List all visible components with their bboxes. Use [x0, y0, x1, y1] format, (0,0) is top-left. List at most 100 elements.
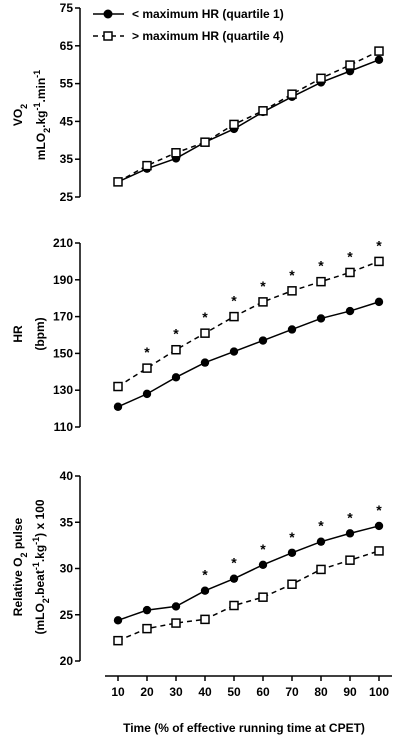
y-tick-label: 55	[60, 77, 74, 91]
significance-star: *	[202, 309, 208, 325]
y-tick-label: 40	[60, 469, 74, 483]
point-q4	[345, 60, 355, 70]
series-line-q1	[117, 59, 380, 183]
y-tick-label: 130	[53, 383, 73, 397]
point-q4	[374, 546, 384, 556]
significance-star: *	[376, 502, 382, 518]
legend: < maximum HR (quartile 1) > maximum HR (…	[93, 7, 284, 43]
point-q4	[258, 106, 268, 116]
ylabel-o2-pulse: Relative O2 pulse (mLO2.beat-1.kg-1) x 1…	[11, 499, 51, 634]
x-tick-label: 30	[169, 685, 183, 699]
significance-star: *	[260, 278, 266, 294]
x-tick-label: 100	[369, 685, 389, 699]
point-q4	[229, 119, 239, 130]
panel-o2-pulse: 20 25 30 35 40 * * * * * * *	[60, 469, 384, 668]
series-line-q4	[117, 50, 380, 183]
point-q1	[229, 347, 239, 356]
x-axis-label: Time (% of effective running time at CPE…	[123, 721, 365, 735]
significance-star: *	[173, 326, 179, 342]
significance-star: *	[347, 509, 353, 525]
point-q1	[345, 306, 355, 316]
point-q1	[113, 616, 123, 625]
x-axis: 10 20 30 40 50 60 70 80 90 100	[105, 675, 392, 699]
x-tick-label: 80	[314, 685, 328, 699]
x-tick-label: 50	[227, 685, 241, 699]
series-line-q4	[117, 260, 380, 388]
significance-star: *	[202, 567, 208, 583]
y-tick-label: 75	[60, 1, 74, 15]
point-q4	[171, 344, 181, 355]
significance-star: *	[318, 258, 324, 274]
ylabel-o2-line2: (mLO2.beat-1.kg-1) x 100	[31, 499, 51, 634]
point-q4	[113, 381, 123, 392]
point-q1	[142, 389, 152, 399]
point-q4	[142, 363, 152, 373]
ylabel-hr-line2: (bpm)	[33, 317, 47, 350]
point-q1	[316, 314, 326, 323]
y-tick-label: 30	[60, 562, 74, 576]
ylabel-vo2: VO2 mLO2.kg-1.min-1	[11, 70, 52, 160]
point-q1	[287, 325, 297, 334]
series-line-q4	[117, 550, 380, 642]
point-q4	[345, 267, 355, 278]
panel-hr: 110 130 150 170 190 210 * * * * * * * * *	[53, 236, 384, 434]
point-q4	[229, 311, 239, 322]
y-tick-label: 25	[60, 190, 74, 204]
series-line-q1	[117, 525, 380, 622]
x-tick-label: 40	[198, 685, 212, 699]
point-q1	[200, 586, 210, 595]
point-q1	[229, 574, 239, 583]
point-q4	[345, 555, 355, 565]
point-q4	[287, 89, 297, 99]
y-tick-label: 170	[53, 310, 73, 324]
significance-star: *	[289, 267, 295, 283]
y-tick-label: 150	[53, 346, 73, 360]
significance-star: *	[318, 518, 324, 534]
point-q1	[200, 358, 210, 367]
point-q1	[374, 521, 384, 531]
point-q4	[113, 635, 123, 646]
series-line-q1	[117, 301, 380, 408]
significance-star: *	[376, 237, 382, 253]
point-q1	[171, 602, 181, 611]
point-q4	[258, 592, 268, 602]
y-tick-label: 65	[60, 39, 74, 53]
legend-marker-q4	[103, 31, 113, 41]
point-q1	[113, 402, 123, 411]
point-q1	[258, 560, 268, 569]
point-q1	[258, 336, 268, 345]
x-tick-label: 70	[285, 685, 299, 699]
significance-star: *	[231, 293, 237, 309]
legend-label-q1: < maximum HR (quartile 1)	[132, 7, 284, 21]
significance-star: *	[231, 555, 237, 571]
point-q4	[316, 564, 326, 575]
point-q4	[142, 160, 152, 171]
ylabel-vo2-line1: VO2	[11, 104, 29, 126]
panel-vo2: 25 35 45 55 65 75	[60, 1, 384, 204]
ylabel-o2-line1: Relative O2 pulse	[11, 517, 29, 616]
point-q1	[316, 537, 326, 546]
point-q4	[287, 579, 297, 589]
legend-marker-q1	[103, 9, 113, 19]
y-tick-label: 210	[53, 236, 73, 250]
point-q4	[171, 618, 181, 628]
point-q4	[171, 148, 181, 158]
point-q4	[258, 297, 268, 307]
point-q1	[287, 548, 297, 557]
ylabel-hr: HR (bpm)	[11, 317, 47, 350]
y-tick-label: 110	[54, 420, 74, 434]
significance-star: *	[260, 541, 266, 557]
ylabel-hr-line1: HR	[11, 325, 25, 343]
significance-star: *	[347, 248, 353, 264]
y-tick-label: 45	[60, 114, 74, 128]
point-q4	[200, 137, 210, 147]
significance-star: *	[144, 344, 150, 360]
y-tick-label: 35	[60, 515, 74, 529]
point-q1	[142, 605, 152, 615]
point-q1	[374, 297, 384, 307]
point-q1	[345, 529, 355, 538]
point-q4	[316, 73, 326, 84]
point-q4	[374, 46, 384, 56]
point-q4	[200, 614, 210, 625]
